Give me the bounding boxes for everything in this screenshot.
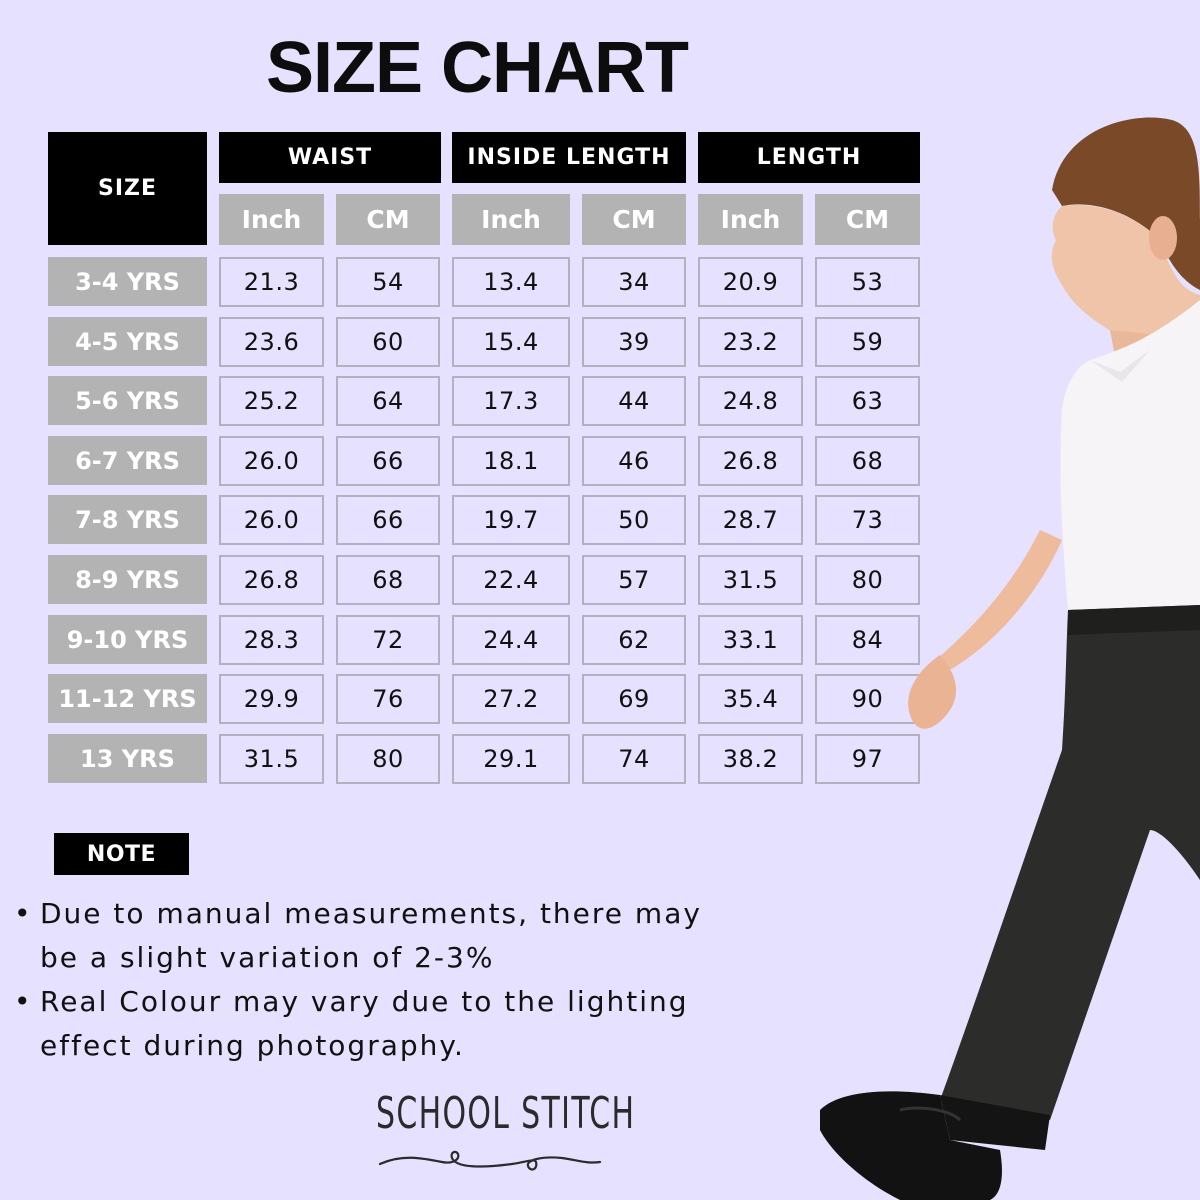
- table-cell: 22.4: [452, 555, 570, 605]
- size-label: 3-4 YRS: [48, 257, 207, 306]
- table-cell: 28.7: [698, 495, 803, 545]
- table-cell: 31.5: [219, 734, 324, 784]
- table-cell: 59: [815, 317, 920, 367]
- table-cell: 44: [582, 376, 686, 426]
- size-label: 8-9 YRS: [48, 555, 207, 604]
- size-label: 6-7 YRS: [48, 436, 207, 485]
- group-header-waist: WAIST: [219, 132, 441, 183]
- size-label: 7-8 YRS: [48, 495, 207, 544]
- bullet-icon: •: [14, 897, 33, 930]
- note-label: NOTE: [54, 833, 189, 875]
- table-cell: 29.9: [219, 674, 324, 724]
- table-cell: 60: [336, 317, 440, 367]
- table-cell: 68: [815, 436, 920, 486]
- table-cell: 24.4: [452, 615, 570, 665]
- table-cell: 54: [336, 257, 440, 307]
- table-cell: 50: [582, 495, 686, 545]
- table-cell: 73: [815, 495, 920, 545]
- table-cell: 97: [815, 734, 920, 784]
- note-item: • Real Colour may vary due to the lighti…: [14, 980, 734, 1068]
- brand-name: SCHOOL STITCH: [376, 1088, 636, 1139]
- table-cell: 26.8: [698, 436, 803, 486]
- table-cell: 28.3: [219, 615, 324, 665]
- table-cell: 68: [336, 555, 440, 605]
- table-cell: 57: [582, 555, 686, 605]
- note-text: Due to manual measurements, there may be…: [40, 897, 702, 974]
- table-cell: 23.6: [219, 317, 324, 367]
- table-cell: 74: [582, 734, 686, 784]
- size-label: 5-6 YRS: [48, 376, 207, 425]
- unit-header-inch: Inch: [219, 194, 324, 245]
- table-cell: 23.2: [698, 317, 803, 367]
- table-cell: 39: [582, 317, 686, 367]
- size-label: 9-10 YRS: [48, 615, 207, 664]
- note-item: • Due to manual measurements, there may …: [14, 892, 734, 980]
- unit-header-cm: CM: [582, 194, 686, 245]
- table-cell: 80: [336, 734, 440, 784]
- table-cell: 35.4: [698, 674, 803, 724]
- table-cell: 34: [582, 257, 686, 307]
- table-cell: 20.9: [698, 257, 803, 307]
- table-cell: 46: [582, 436, 686, 486]
- unit-header-inch: Inch: [698, 194, 803, 245]
- table-cell: 64: [336, 376, 440, 426]
- table-cell: 53: [815, 257, 920, 307]
- table-cell: 19.7: [452, 495, 570, 545]
- table-cell: 69: [582, 674, 686, 724]
- table-cell: 84: [815, 615, 920, 665]
- size-label: 4-5 YRS: [48, 317, 207, 366]
- table-cell: 26.0: [219, 495, 324, 545]
- table-cell: 62: [582, 615, 686, 665]
- table-cell: 33.1: [698, 615, 803, 665]
- size-label: 11-12 YRS: [48, 674, 207, 723]
- unit-header-cm: CM: [815, 194, 920, 245]
- table-cell: 38.2: [698, 734, 803, 784]
- table-cell: 13.4: [452, 257, 570, 307]
- bullet-icon: •: [14, 985, 33, 1018]
- table-cell: 66: [336, 436, 440, 486]
- table-cell: 26.0: [219, 436, 324, 486]
- page-title: SIZE CHART: [266, 28, 689, 108]
- table-cell: 29.1: [452, 734, 570, 784]
- table-cell: 66: [336, 495, 440, 545]
- stitch-swirl-icon: [378, 1150, 602, 1171]
- group-header-length: LENGTH: [698, 132, 920, 183]
- note-text: Real Colour may vary due to the lighting…: [40, 985, 689, 1062]
- size-label: 13 YRS: [48, 734, 207, 783]
- table-cell: 63: [815, 376, 920, 426]
- table-cell: 15.4: [452, 317, 570, 367]
- table-cell: 27.2: [452, 674, 570, 724]
- table-cell: 17.3: [452, 376, 570, 426]
- unit-header-cm: CM: [336, 194, 440, 245]
- table-cell: 26.8: [219, 555, 324, 605]
- table-cell: 25.2: [219, 376, 324, 426]
- table-cell: 24.8: [698, 376, 803, 426]
- table-cell: 31.5: [698, 555, 803, 605]
- notes-list: • Due to manual measurements, there may …: [14, 892, 734, 1068]
- brand-logo: SCHOOL STITCH: [372, 1088, 634, 1178]
- boy-model-image: [820, 117, 1200, 1200]
- table-cell: 80: [815, 555, 920, 605]
- group-header-inside-length: INSIDE LENGTH: [452, 132, 686, 183]
- table-cell: 76: [336, 674, 440, 724]
- table-cell: 18.1: [452, 436, 570, 486]
- table-cell: 72: [336, 615, 440, 665]
- unit-header-inch: Inch: [452, 194, 570, 245]
- size-column-header: SIZE: [48, 132, 207, 245]
- table-cell: 90: [815, 674, 920, 724]
- table-cell: 21.3: [219, 257, 324, 307]
